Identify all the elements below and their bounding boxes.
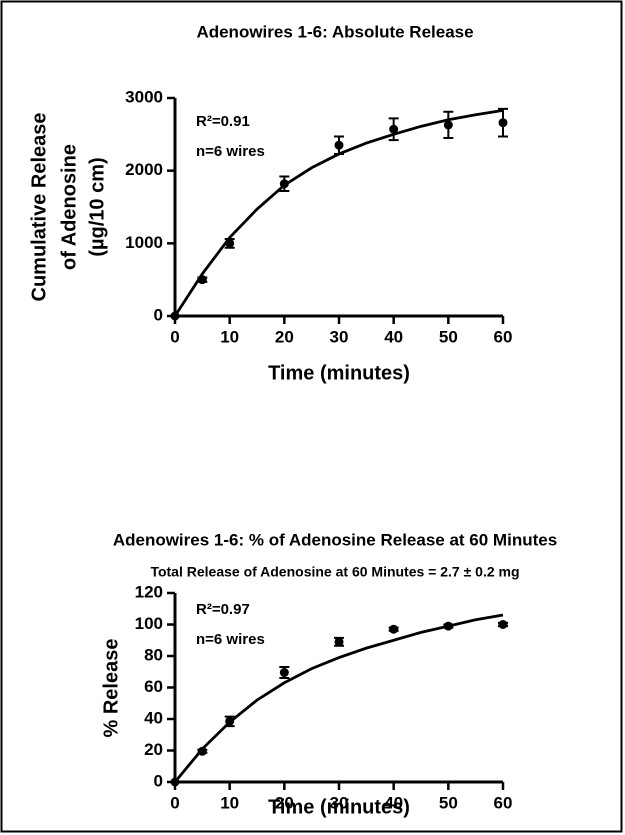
x-tick-label: 60 — [494, 793, 513, 812]
x-tick-label: 40 — [384, 793, 403, 812]
y-tick-label: 0 — [154, 305, 163, 324]
y-axis-label: Cumulative Release — [28, 113, 50, 302]
chart-title: Adenowires 1-6: Absolute Release — [196, 22, 473, 41]
chart-title: Adenowires 1-6: % of Adenosine Release a… — [113, 530, 557, 549]
data-point — [498, 118, 508, 128]
y-tick-label: 40 — [144, 708, 163, 727]
data-point — [225, 716, 235, 726]
data-point — [225, 238, 235, 248]
x-tick-label: 40 — [384, 327, 403, 346]
data-point — [170, 311, 180, 321]
y-tick-label: 80 — [144, 645, 163, 664]
data-point — [170, 777, 180, 787]
data-point — [443, 621, 453, 631]
data-point — [334, 637, 344, 647]
y-tick-label: 100 — [135, 614, 163, 633]
data-point — [443, 120, 453, 130]
y-tick-label: 1000 — [125, 233, 163, 252]
x-tick-label: 10 — [220, 327, 239, 346]
data-point — [389, 624, 399, 634]
annotation: n=6 wires — [196, 631, 265, 648]
x-axis-label: Time (minutes) — [268, 362, 410, 384]
x-tick-label: 20 — [275, 327, 294, 346]
data-point — [197, 746, 207, 756]
x-tick-label: 60 — [494, 327, 513, 346]
y-axis-label: (µg/10 cm) — [86, 157, 108, 256]
data-point — [498, 620, 508, 629]
x-tick-label: 50 — [439, 327, 458, 346]
y-tick-label: 60 — [144, 677, 163, 696]
x-tick-label: 0 — [170, 327, 179, 346]
data-point — [279, 668, 289, 678]
y-tick-label: 0 — [154, 771, 163, 790]
chart-subtitle: Total Release of Adenosine at 60 Minutes… — [150, 564, 519, 580]
x-tick-label: 50 — [439, 793, 458, 812]
annotation: R²=0.91 — [196, 113, 250, 130]
x-axis-label: Time (minutes) — [268, 796, 410, 818]
y-tick-label: 20 — [144, 740, 163, 759]
data-point — [334, 140, 344, 150]
x-tick-label: 30 — [330, 793, 349, 812]
annotation: n=6 wires — [196, 143, 265, 160]
y-axis-label: of Adenosine — [58, 144, 80, 270]
x-tick-label: 20 — [275, 793, 294, 812]
data-point — [389, 124, 399, 134]
y-tick-label: 3000 — [125, 87, 163, 106]
x-tick-label: 30 — [330, 327, 349, 346]
y-axis-label: % Release — [100, 639, 122, 738]
data-point — [197, 275, 207, 285]
x-tick-label: 10 — [220, 793, 239, 812]
y-tick-label: 2000 — [125, 160, 163, 179]
x-tick-label: 0 — [170, 793, 179, 812]
annotation: R²=0.97 — [196, 601, 250, 618]
y-tick-label: 120 — [135, 582, 163, 601]
data-point — [279, 179, 289, 189]
